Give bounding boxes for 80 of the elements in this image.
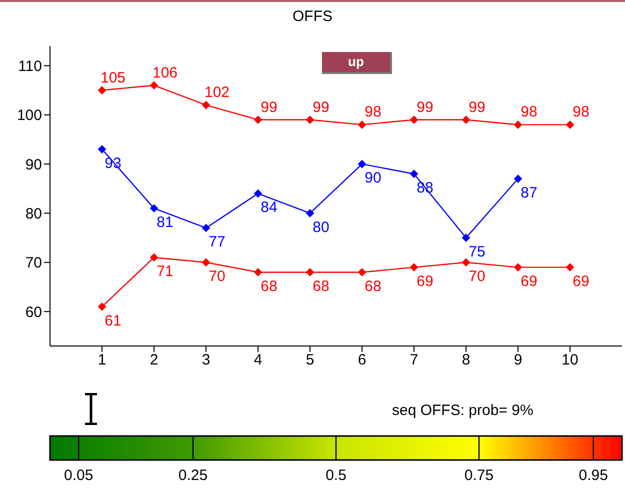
data-label: 68 [364,278,382,295]
data-label: 68 [312,278,330,295]
point [306,209,314,218]
data-label: 98 [572,104,590,121]
point [514,120,522,129]
y-tick-label: 90 [25,156,42,174]
point [150,253,158,262]
point [254,268,262,276]
point [566,120,574,129]
data-label: 75 [468,243,486,260]
x-tick-label: 5 [306,352,314,369]
x-tick-label: 10 [562,352,578,369]
color-bar-label: 0.5 [326,467,346,484]
data-label: 80 [312,218,330,236]
data-label: 61 [104,312,122,330]
color-bar-label: 0.75 [464,467,494,484]
data-label: 106 [152,64,178,82]
point [306,116,314,124]
point [306,268,314,276]
data-label: 81 [156,214,174,231]
point [254,116,262,124]
y-tick-label: 110 [18,58,42,75]
data-label: 84 [260,199,278,216]
y-tick-label: 60 [25,304,42,321]
point [98,145,106,154]
color-bar-label: 0.05 [64,467,94,484]
point [462,116,470,124]
x-tick-label: 3 [202,352,210,369]
point [462,258,470,266]
point [410,116,418,124]
point [358,120,366,129]
data-label: 77 [208,234,226,251]
data-label: 99 [312,98,330,116]
point [358,160,366,168]
y-tick-label: 100 [16,107,42,124]
point [150,204,158,212]
text: seq OFFS: prob= 9% [392,402,534,419]
point [514,174,522,183]
x-tick-label: 4 [254,352,262,369]
data-label: 69 [572,272,590,290]
point [202,258,210,266]
data-label: 71 [156,263,174,280]
point [566,263,574,272]
data-label: 69 [416,272,434,290]
data-label: 99 [260,98,278,116]
point [410,263,418,272]
color-bar-label: 0.25 [178,467,208,484]
chart-title: OFFS [292,8,334,25]
button: up [322,52,392,74]
y-tick-label: 70 [25,254,42,272]
point [254,190,262,198]
point [514,263,522,272]
x-tick-label: 1 [98,352,106,369]
point [202,224,210,232]
data-label: 70 [208,268,226,286]
x-tick-label: 7 [410,352,418,369]
data-label: 87 [520,184,538,202]
data-label: 68 [260,278,278,295]
data-label: 70 [468,268,486,286]
point [98,302,106,311]
data-label: 69 [520,272,538,290]
data-label: 99 [468,98,486,116]
data-label: 99 [416,98,434,116]
x-tick-label: 8 [462,352,470,369]
data-label: 105 [100,69,126,86]
data-label: 90 [364,170,382,187]
point [150,81,158,90]
data-label: 102 [204,84,230,102]
point [410,170,418,178]
color-bar-label: 0.95 [578,467,608,484]
data-label: 98 [364,104,382,121]
y-tick-label: 80 [25,206,42,223]
point [202,101,210,110]
point [358,268,366,276]
x-tick-label: 6 [358,352,366,369]
point [462,234,470,242]
point [98,86,106,94]
x-tick-label: 2 [150,352,158,369]
x-tick-label: 9 [514,352,522,369]
data-label: 98 [520,104,538,121]
